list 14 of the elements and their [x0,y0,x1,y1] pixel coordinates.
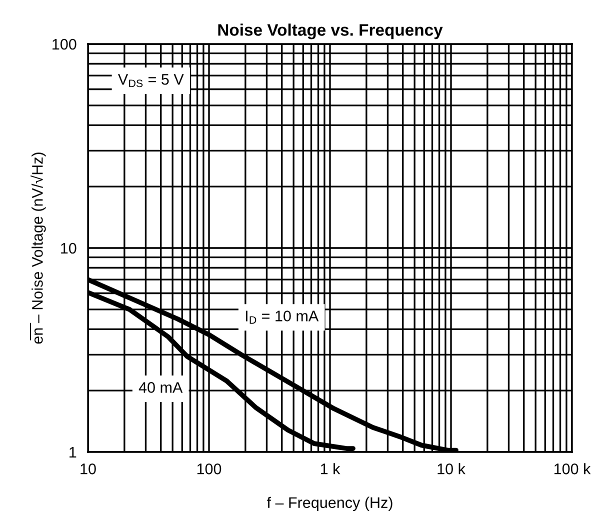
x-tick-label: 100 k [554,463,591,474]
annotation: V$_{DS}$ = 5 V [118,74,184,88]
y-tick-label: 100 [52,38,76,50]
y-axis-title: e̅n̅ – Noise Voltage (nV/√Hz) [30,152,46,344]
x-tick-label: 1 k [320,463,340,474]
annotation: I$_{D}$ = 10 mA [246,310,319,324]
y-tick-label: 1 [70,447,76,458]
x-tick-label: 100 [197,464,222,474]
annotation: 40 mA [138,382,183,393]
x-tick-label: 10 [80,464,96,474]
y-tick-label: 10 [61,242,76,254]
chart-title: Noise Voltage vs. Frequency [218,24,443,40]
x-tick-label: 10 k [438,463,466,474]
x-axis-title: f – Frequency (Hz) [266,496,392,512]
